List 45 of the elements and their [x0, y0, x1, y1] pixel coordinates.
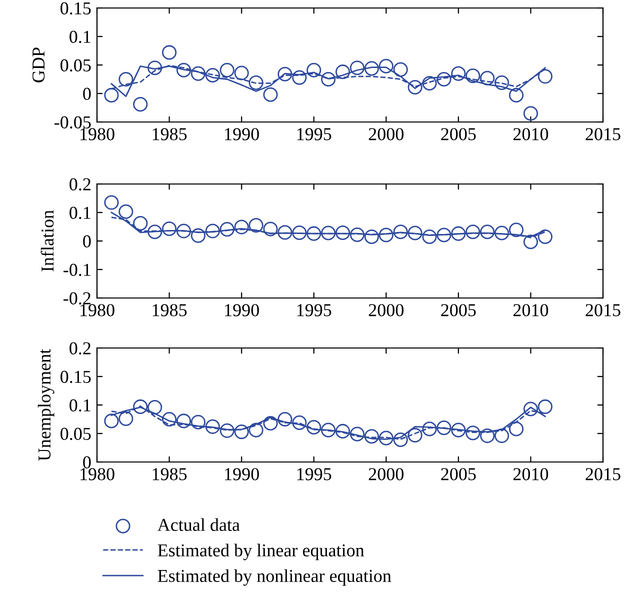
x-tick-label: 2000: [368, 128, 404, 140]
y-tick-label: 0: [83, 88, 91, 100]
y-axis-title: Unemployment: [38, 348, 54, 461]
x-tick-label: 1985: [152, 128, 187, 140]
x-tick-label: 1990: [225, 468, 259, 480]
y-tick-label: -0.1: [64, 264, 90, 276]
y-tick-label: 0: [83, 456, 91, 468]
x-tick-label: 1980: [80, 304, 114, 316]
x-tick-label: 2010: [513, 304, 548, 316]
y-tick-label: -0.2: [64, 292, 90, 305]
y-tick-label: 0.15: [60, 370, 91, 384]
y-tick-label: 0.05: [60, 428, 91, 440]
x-tick-label: 2005: [441, 468, 476, 480]
y-axis-title: GDP: [32, 48, 45, 82]
x-tick-label: 2000: [368, 304, 404, 316]
x-tick-label: 2000: [368, 468, 404, 480]
y-tick-label: 0.2: [70, 178, 90, 191]
x-tick-label: 2005: [441, 128, 476, 140]
y-axis-title: Inflation: [40, 210, 54, 272]
x-tick-label: 2015: [586, 304, 620, 316]
x-tick-label: 2005: [441, 304, 476, 316]
x-tick-label: 1980: [80, 128, 114, 140]
y-tick-label: 0.1: [70, 206, 90, 220]
x-tick-label: 1985: [152, 304, 187, 316]
x-tick-label: 1995: [297, 128, 332, 140]
x-tick-label: 2010: [513, 468, 548, 480]
x-tick-label: 1990: [225, 128, 259, 140]
x-tick-label: 2010: [513, 128, 548, 140]
x-tick-label: 2015: [586, 128, 620, 140]
y-tick-label: 0.2: [70, 342, 90, 355]
y-tick-label: 0: [83, 235, 91, 248]
x-tick-label: 1995: [297, 304, 332, 316]
y-tick-label: 0.05: [60, 59, 91, 72]
y-tick-label: 0.15: [60, 2, 91, 15]
y-tick-label: 0.1: [70, 399, 90, 412]
x-tick-label: 1980: [80, 468, 114, 480]
y-tick-label: -0.05: [54, 116, 91, 129]
legend-label: Estimated by linear equation: [158, 544, 364, 560]
y-tick-label: 0.1: [70, 30, 90, 44]
legend-label: Estimated by nonlinear equation: [158, 569, 392, 586]
legend-label: Actual data: [157, 518, 240, 531]
x-tick-label: 1995: [297, 468, 332, 480]
x-tick-label: 1985: [152, 468, 187, 480]
x-tick-label: 1990: [225, 304, 259, 316]
x-tick-label: 2015: [586, 468, 620, 480]
